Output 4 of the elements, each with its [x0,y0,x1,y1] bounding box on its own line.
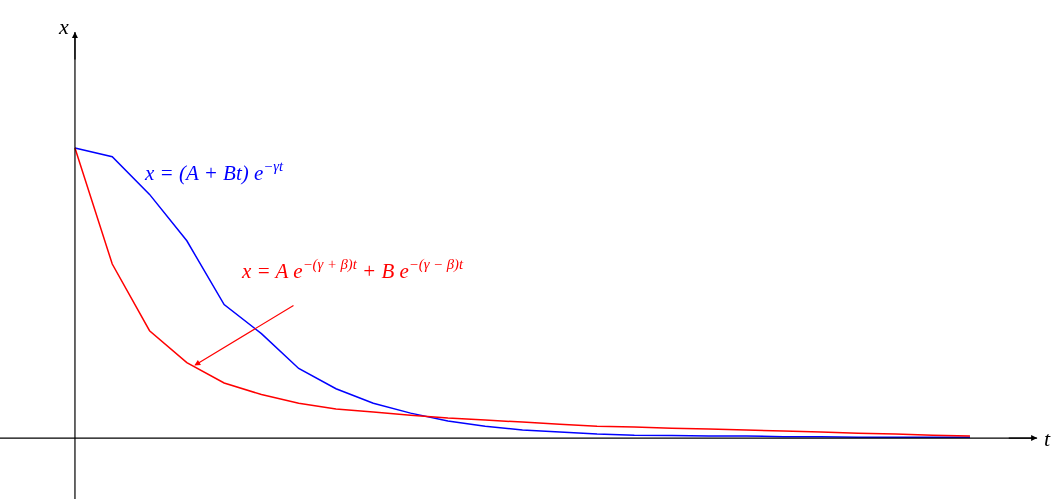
x-axis-title: t [1044,426,1051,451]
annotation: x = A e$^{−(γ + β)t}$ + B e$^{−(γ − β)t}$ [241,256,464,283]
annotation: x = (A + Bt) e$^{−γt}$ [144,158,285,185]
y-axis-title: x [58,14,69,39]
